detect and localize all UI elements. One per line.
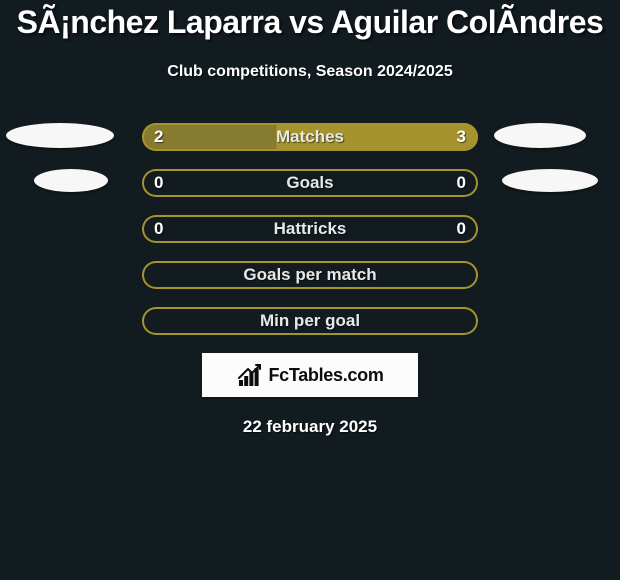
bar-chart-icon <box>236 362 262 388</box>
stats-rows: 2 Matches 3 0 Goals 0 0 Hattricks 0 Goal… <box>0 123 620 335</box>
stat-p1-value: 2 <box>154 127 163 147</box>
season-subtitle: Club competitions, Season 2024/2025 <box>0 63 620 81</box>
stat-p2-value: 3 <box>457 127 466 147</box>
stat-p1-value: 0 <box>154 173 163 193</box>
stat-bar-matches: 2 Matches 3 <box>142 123 478 151</box>
logo-box: FcTables.com <box>202 353 418 397</box>
stat-row: 0 Hattricks 0 <box>0 215 620 243</box>
stat-row: 0 Goals 0 <box>0 169 620 197</box>
stat-bar-min-per-goal: Min per goal <box>142 307 478 335</box>
stat-row: 2 Matches 3 <box>0 123 620 151</box>
stat-label: Hattricks <box>142 219 478 239</box>
logo-text: FcTables.com <box>268 365 383 386</box>
stat-bar-goals: 0 Goals 0 <box>142 169 478 197</box>
page-title: SÃ¡nchez Laparra vs Aguilar ColÃ­ndres <box>0 4 620 41</box>
stat-bar-goals-per-match: Goals per match <box>142 261 478 289</box>
stat-p1-value: 0 <box>154 219 163 239</box>
stat-p2-value: 0 <box>457 219 466 239</box>
stat-label: Matches <box>142 127 478 147</box>
infographic-root: SÃ¡nchez Laparra vs Aguilar ColÃ­ndres C… <box>0 0 620 580</box>
stat-row: Min per goal <box>0 307 620 335</box>
stat-bar-hattricks: 0 Hattricks 0 <box>142 215 478 243</box>
stat-p2-value: 0 <box>457 173 466 193</box>
stat-label: Min per goal <box>142 311 478 331</box>
stat-label: Goals <box>142 173 478 193</box>
footer-date: 22 february 2025 <box>0 417 620 437</box>
stat-row: Goals per match <box>0 261 620 289</box>
stat-label: Goals per match <box>142 265 478 285</box>
